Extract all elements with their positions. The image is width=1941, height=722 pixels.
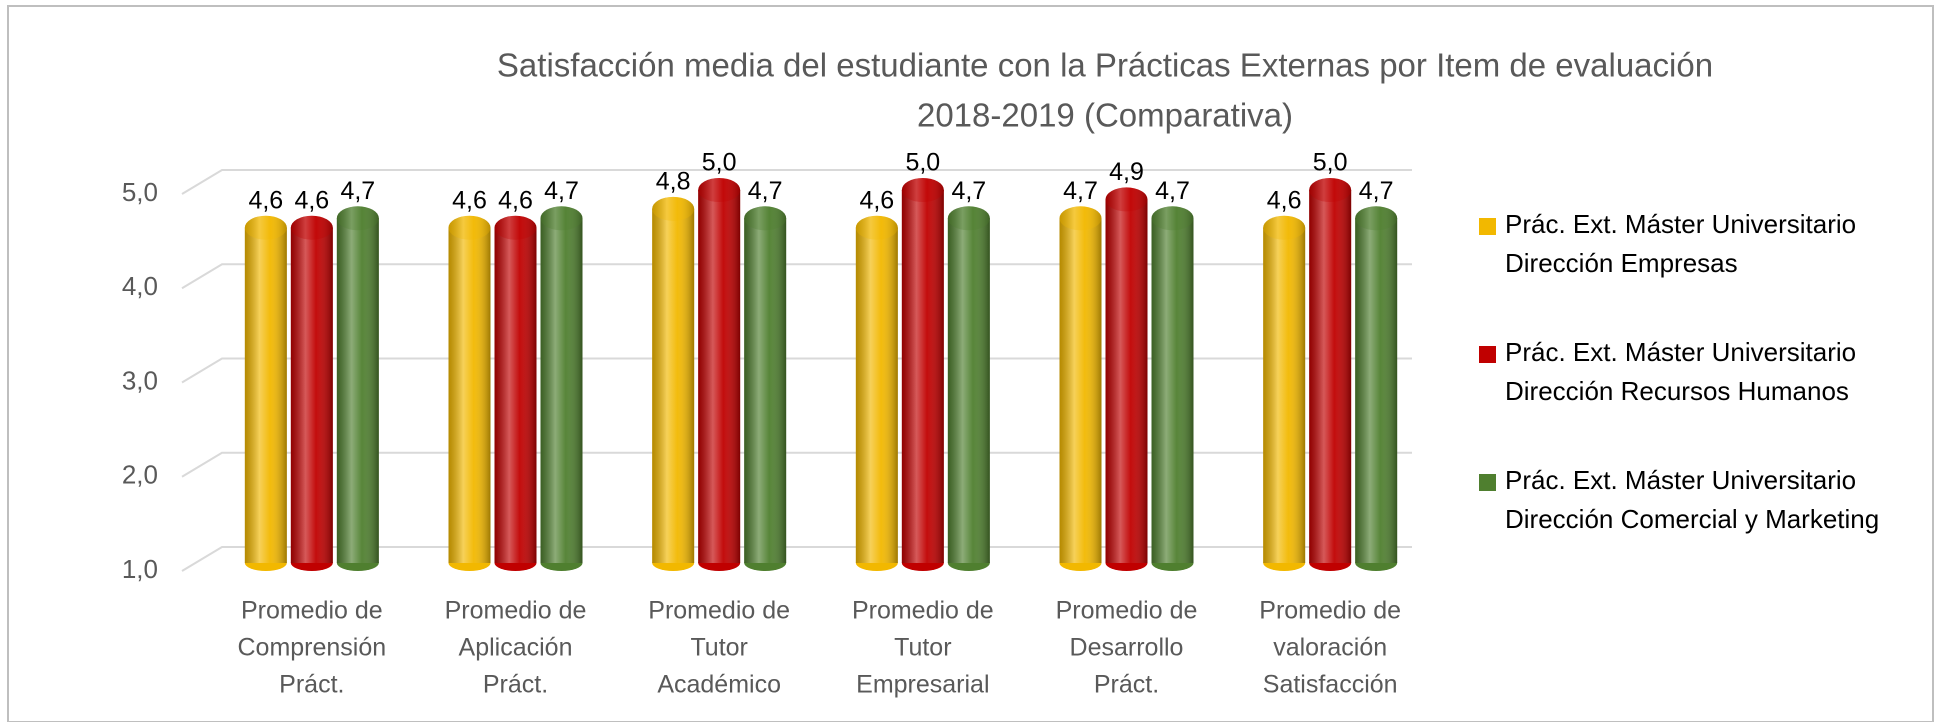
legend-item: Prác. Ext. Máster Universitario Direcció… — [1475, 333, 1915, 411]
data-label: 4,7 — [748, 177, 783, 205]
bar-shade — [855, 227, 898, 563]
data-label: 4,7 — [1359, 177, 1394, 205]
x-tick-label: Promedio de — [648, 597, 790, 625]
bar-cap-shade — [336, 206, 379, 231]
bar-shade — [1151, 218, 1194, 563]
data-label: 4,6 — [248, 186, 283, 214]
bar-cap-shade — [1263, 215, 1306, 240]
y-tick-label: 2,0 — [122, 460, 158, 490]
bar-cap-shade — [652, 196, 695, 221]
grid-line — [181, 169, 1412, 195]
data-label: 5,0 — [1313, 149, 1348, 177]
grid-line — [181, 263, 1412, 290]
bar-cap-shade — [1355, 206, 1398, 231]
x-tick-label: Satisfacción — [1263, 671, 1398, 699]
bar-shade — [494, 227, 537, 563]
grid-line — [181, 546, 1412, 572]
bar-shade — [947, 218, 990, 563]
x-tick-label: Aplicación — [459, 634, 573, 662]
data-label: 4,6 — [1267, 186, 1302, 214]
x-tick-label: Promedio de — [445, 597, 587, 625]
bar-shade — [540, 218, 583, 563]
data-label: 4,6 — [452, 186, 487, 214]
bar-cap-shade — [744, 206, 787, 231]
bar-shade — [244, 227, 287, 563]
bar-cap-shade — [855, 215, 898, 240]
x-tick-label: Tutor — [894, 634, 951, 662]
y-tick-label: 3,0 — [122, 365, 158, 395]
x-tick-label: Académico — [657, 671, 781, 699]
legend: Prác. Ext. Máster Universitario Direcció… — [1475, 205, 1915, 589]
bar-shade — [1355, 218, 1398, 563]
data-label: 4,6 — [859, 186, 894, 214]
bar-cap-shade — [1309, 178, 1352, 202]
y-tick-label: 1,0 — [122, 554, 158, 584]
x-tick-label: valoración — [1273, 634, 1387, 662]
bar-shade — [1059, 218, 1102, 563]
x-tick-label: Empresarial — [856, 671, 989, 699]
bar-cap-shade — [244, 215, 287, 240]
x-tick-label: Comprensión — [237, 634, 386, 662]
bar-cap-shade — [290, 215, 333, 240]
bar-shade — [1309, 190, 1352, 563]
y-tick-label: 5,0 — [122, 177, 158, 207]
legend-swatch — [1479, 346, 1496, 363]
x-tick-label: Práct. — [483, 671, 548, 699]
data-label: 5,0 — [905, 149, 940, 177]
bar-shade — [448, 227, 491, 563]
y-tick-label: 4,0 — [122, 271, 158, 301]
x-tick-label: Promedio de — [241, 597, 383, 625]
data-label: 4,8 — [656, 167, 691, 195]
bar-shade — [698, 190, 741, 563]
x-tick-label: Promedio de — [852, 597, 994, 625]
data-label: 4,9 — [1109, 158, 1144, 186]
bar-cap-shade — [1105, 187, 1148, 212]
data-label: 4,7 — [544, 177, 579, 205]
bar-cap-shade — [494, 215, 537, 240]
bar-cap-shade — [540, 206, 583, 231]
legend-item: Prác. Ext. Máster Universitario Direcció… — [1475, 461, 1915, 539]
bar-shade — [1263, 227, 1306, 563]
bar-shade — [1105, 199, 1148, 564]
bar-shade — [652, 208, 695, 563]
chart-title: 2018-2019 (Comparativa) — [917, 97, 1293, 134]
legend-label: Prác. Ext. Máster Universitario Direcció… — [1505, 337, 1857, 406]
data-label: 4,7 — [1155, 177, 1190, 205]
x-tick-label: Tutor — [690, 634, 747, 662]
data-label: 5,0 — [702, 149, 737, 177]
grid-line — [181, 357, 1412, 384]
x-tick-label: Promedio de — [1056, 597, 1198, 625]
bar-cap-shade — [698, 178, 741, 202]
chart-title: Satisfacción media del estudiante con la… — [497, 47, 1713, 84]
bar-shade — [336, 218, 379, 563]
legend-item: Prác. Ext. Máster Universitario Direcció… — [1475, 205, 1915, 283]
legend-swatch — [1479, 474, 1496, 491]
bar-cap-shade — [1059, 206, 1102, 231]
bar-cap-shade — [947, 206, 990, 231]
bar-cap-shade — [901, 178, 944, 202]
bar-shade — [290, 227, 333, 563]
bar-cap-shade — [1151, 206, 1194, 231]
x-tick-label: Práct. — [279, 671, 344, 699]
bar-cap-shade — [448, 215, 491, 240]
data-label: 4,6 — [498, 186, 533, 214]
chart-border — [7, 5, 1934, 722]
x-tick-label: Práct. — [1094, 671, 1159, 699]
data-label: 4,7 — [340, 177, 375, 205]
x-tick-label: Promedio de — [1259, 597, 1401, 625]
legend-label: Prác. Ext. Máster Universitario Direcció… — [1505, 465, 1880, 534]
legend-swatch — [1479, 218, 1496, 235]
data-label: 4,6 — [294, 186, 329, 214]
grid-line — [181, 451, 1412, 478]
bar-shade — [901, 190, 944, 563]
legend-label: Prác. Ext. Máster Universitario Direcció… — [1505, 209, 1857, 278]
x-tick-label: Desarrollo — [1070, 634, 1184, 662]
data-label: 4,7 — [951, 177, 986, 205]
data-label: 4,7 — [1063, 177, 1098, 205]
bar-shade — [744, 218, 787, 563]
